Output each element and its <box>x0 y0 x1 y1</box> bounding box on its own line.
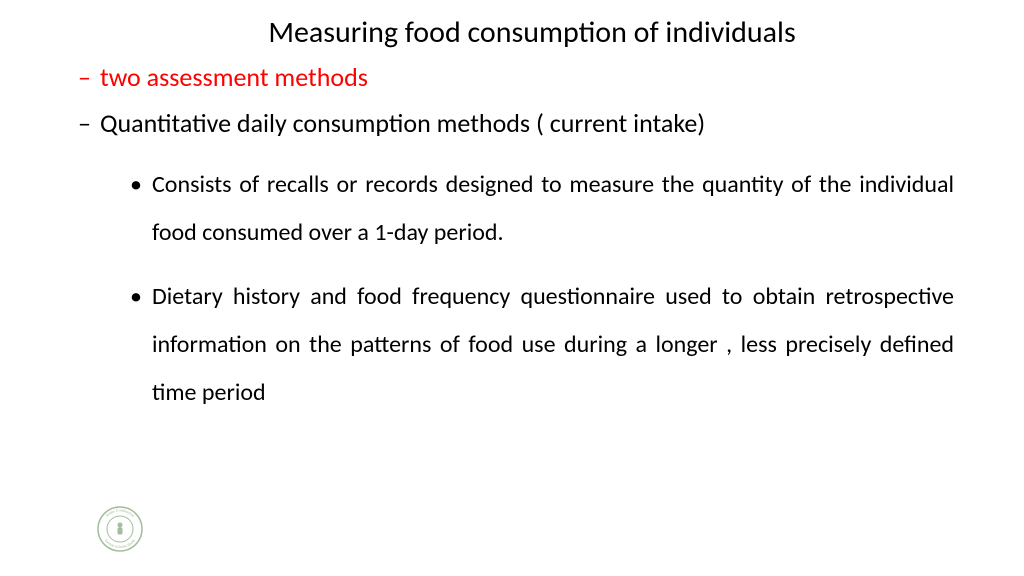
list-item: • Dietary history and food frequency que… <box>130 273 954 417</box>
level1-red-text: two assessment methods <box>100 61 368 93</box>
slide: Measuring food consumption of individual… <box>0 0 1024 576</box>
bullet-dot-icon: • <box>130 273 142 321</box>
bullet-dot-icon: • <box>130 161 142 209</box>
level1-red: – two assessment methods <box>60 61 964 93</box>
dash-bullet: – <box>78 61 91 93</box>
dash-bullet: – <box>78 107 91 139</box>
level2-list: • Consists of recalls or records designe… <box>60 161 964 417</box>
level1-black-text: Quantitative daily consumption methods (… <box>100 107 705 139</box>
level1-black: – Quantitative daily consumption methods… <box>60 107 964 139</box>
slide-title: Measuring food consumption of individual… <box>100 14 964 51</box>
list-item-text: Consists of recalls or records designed … <box>152 170 954 247</box>
list-item: • Consists of recalls or records designe… <box>130 161 954 257</box>
list-item-text: Dietary history and food frequency quest… <box>152 282 954 407</box>
institute-logo: Addis Continental Institute of Public He… <box>95 504 145 554</box>
